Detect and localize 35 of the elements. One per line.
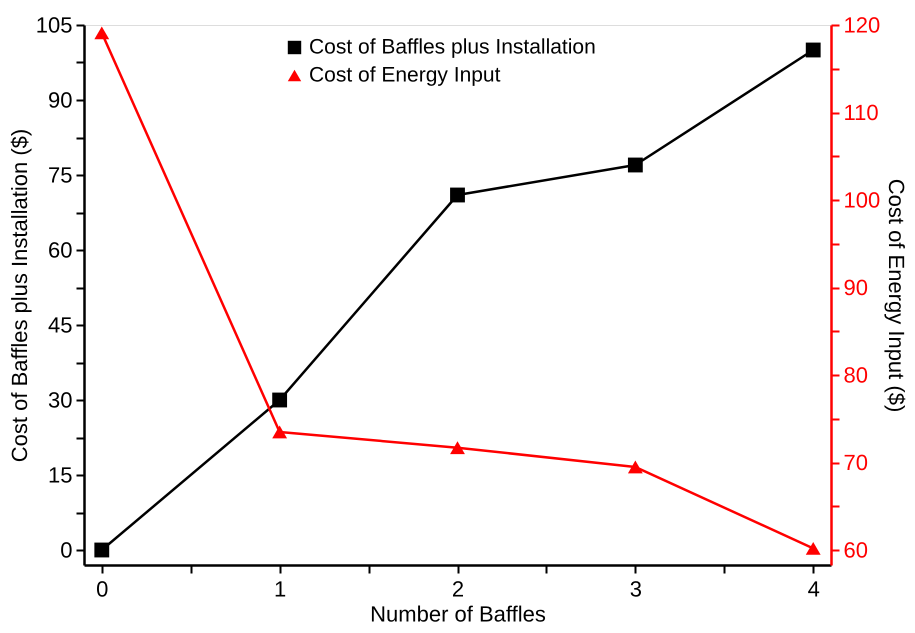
point xyxy=(94,542,110,558)
y-tick-label: 45 xyxy=(48,312,72,338)
y2-tick-label: 60 xyxy=(844,538,868,563)
y2-tick-label: 80 xyxy=(844,362,868,388)
x-tick-label: 0 xyxy=(96,576,108,602)
x-tick-label: 2 xyxy=(452,576,464,602)
y-axis-title: Cost of Baffles plus Installation ($) xyxy=(6,128,32,462)
y2-axis-title: Cost of Energy Input ($) xyxy=(884,178,910,412)
point xyxy=(628,460,643,474)
legend-label: Cost of Energy Input xyxy=(309,64,501,86)
x-axis-title: Number of Baffles xyxy=(370,602,546,626)
y2-tick-label: 110 xyxy=(844,100,879,126)
point xyxy=(272,392,288,408)
y-tick-label: 30 xyxy=(48,388,72,412)
x-tick-label: 4 xyxy=(808,576,820,602)
y2-tick-label: 100 xyxy=(844,188,880,213)
legend-label: Cost of Baffles plus Installation xyxy=(309,36,596,58)
y2-tick-label: 120 xyxy=(844,12,880,38)
point xyxy=(806,42,821,58)
point xyxy=(628,158,643,172)
y2-tick-label: 70 xyxy=(844,450,868,476)
x-tick-label: 3 xyxy=(630,576,642,602)
x-tick-label: 1 xyxy=(274,576,286,602)
point xyxy=(806,542,821,555)
point xyxy=(450,441,465,454)
y2-tick-label: 90 xyxy=(844,275,868,300)
point xyxy=(272,426,288,438)
y-tick-label: 0 xyxy=(60,538,72,562)
y-tick-label: 15 xyxy=(48,462,72,488)
y-tick-label: 75 xyxy=(48,162,72,188)
point xyxy=(450,188,465,202)
y-tick-label: 90 xyxy=(48,88,72,112)
y-tick-label: 105 xyxy=(36,12,72,38)
point xyxy=(94,26,110,40)
y-tick-label: 60 xyxy=(48,238,72,262)
